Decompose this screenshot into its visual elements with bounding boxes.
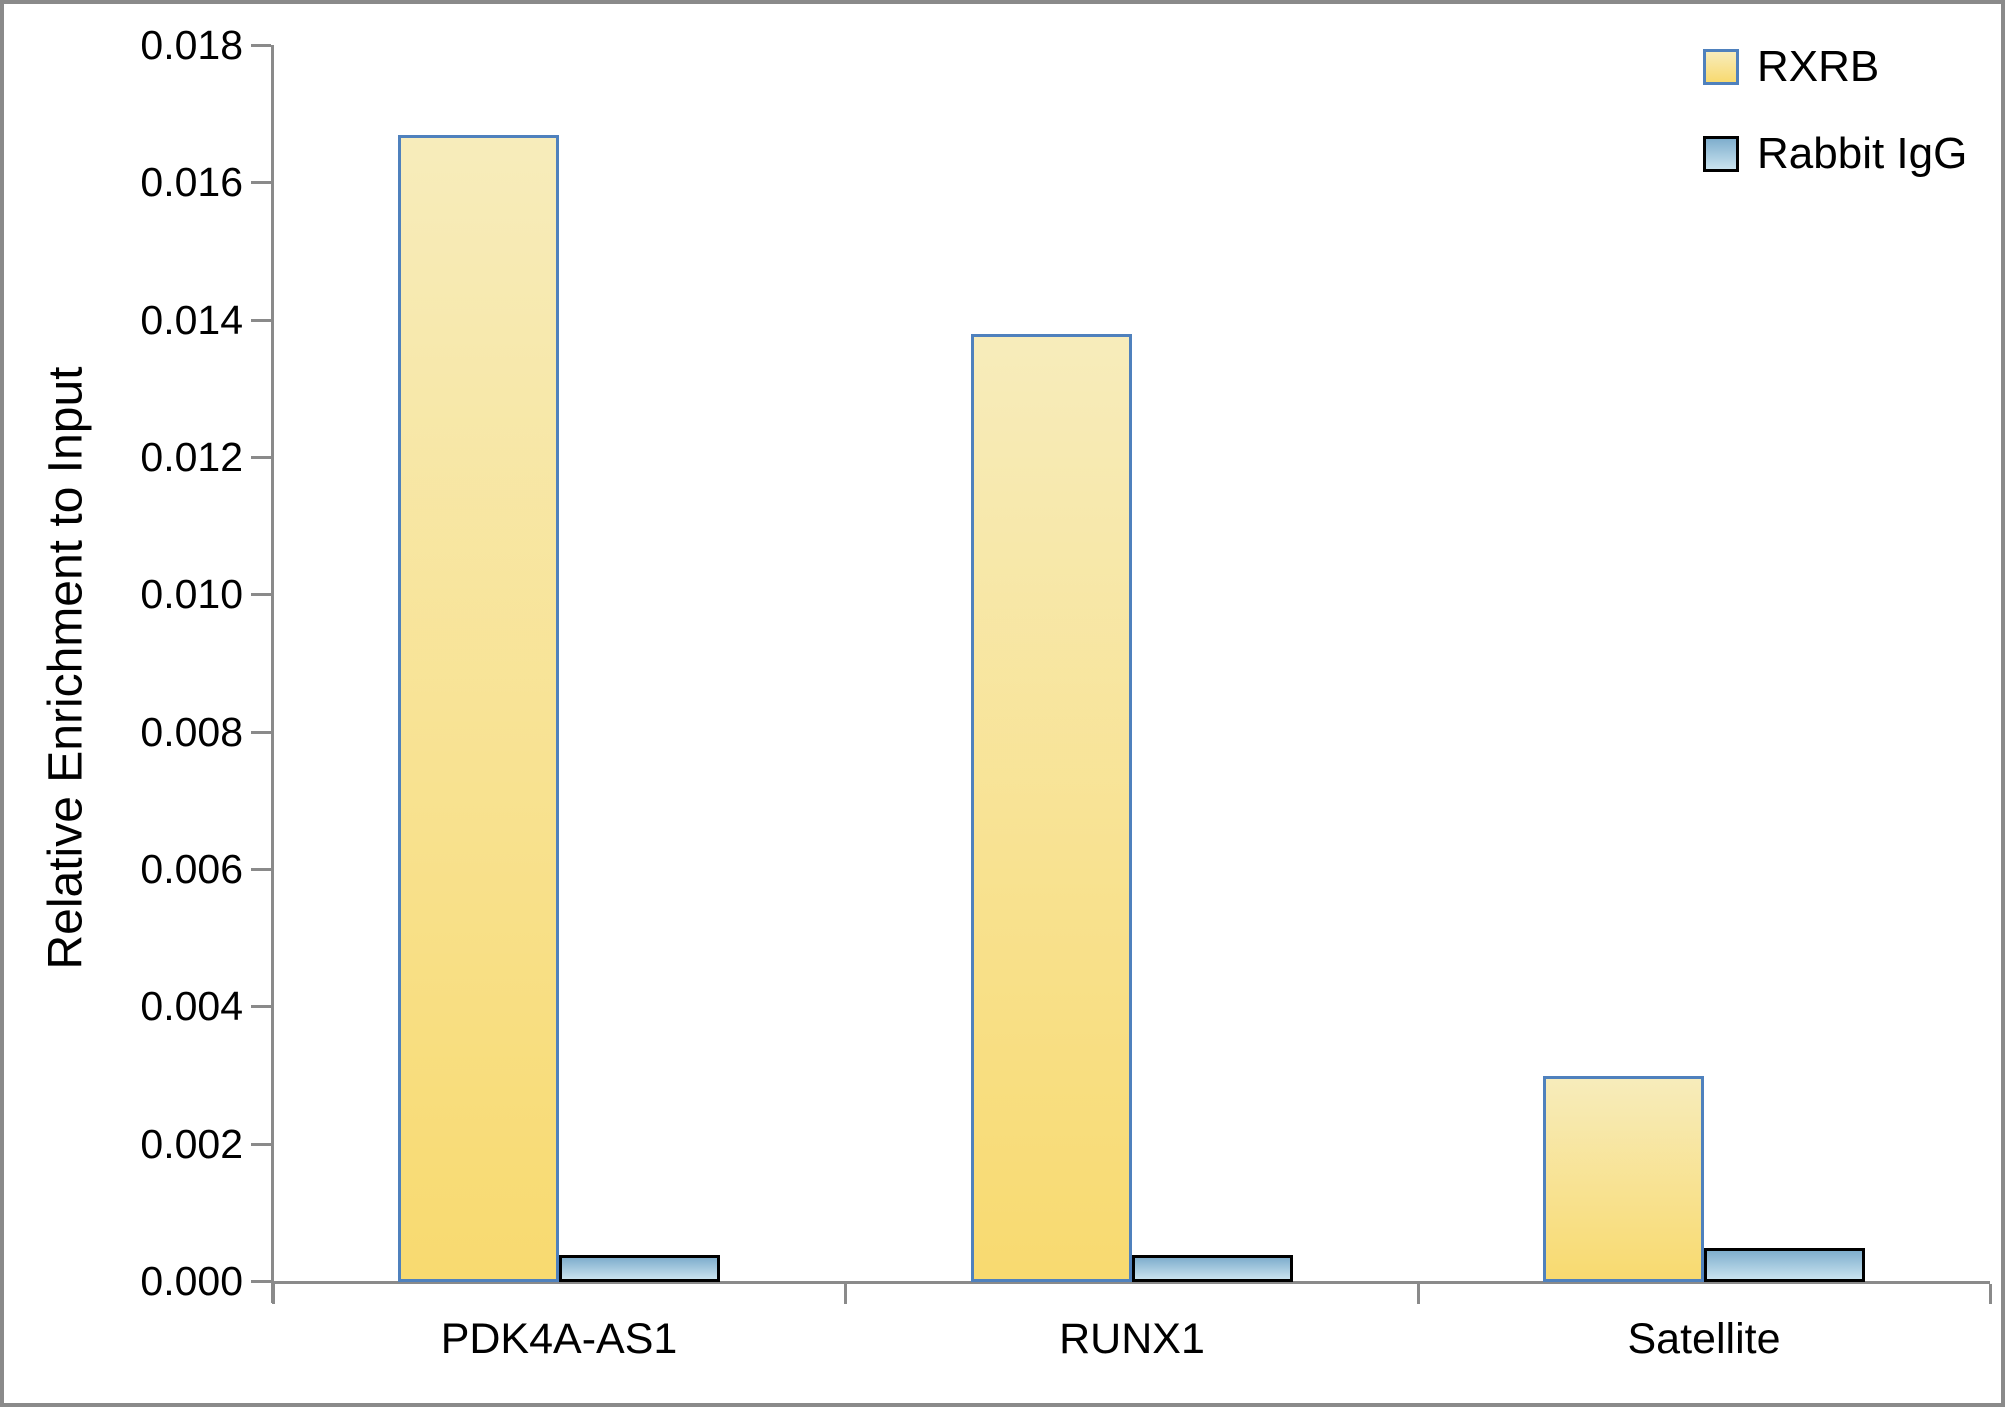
x-tick-mark	[1417, 1284, 1420, 1304]
x-tick-mark	[272, 1284, 275, 1304]
y-tick-mark	[251, 44, 271, 47]
bar-group-pdk4a-as1	[398, 135, 720, 1282]
y-tick-mark	[251, 1142, 271, 1146]
y-tick-label: 0.000	[140, 1258, 243, 1304]
legend: RXRB Rabbit IgG	[1703, 45, 1967, 176]
y-tick-mark	[251, 868, 271, 871]
y-tick-label: 0.002	[140, 1120, 243, 1167]
legend-swatch-rxrb	[1703, 49, 1739, 85]
bar-rabbit-igg-pdk4a-as1	[559, 1255, 720, 1282]
y-tick-mark	[251, 318, 271, 322]
y-tick-label: 0.016	[140, 159, 243, 206]
y-tick-mark	[251, 181, 271, 185]
legend-item-rxrb: RXRB	[1703, 45, 1967, 89]
x-tick-mark	[1989, 1284, 1992, 1304]
y-axis-line	[271, 45, 274, 1303]
bar-rabbit-igg-satellite	[1704, 1248, 1865, 1282]
x-category-label-satellite: Satellite	[1627, 1315, 1781, 1363]
y-tick-label: 0.006	[140, 846, 243, 892]
y-tick-mark	[251, 456, 271, 459]
y-tick-label: 0.004	[140, 983, 243, 1030]
bar-group-runx1	[971, 334, 1293, 1282]
bar-group-satellite	[1543, 1076, 1865, 1282]
x-category-label-runx1: RUNX1	[1059, 1315, 1205, 1363]
y-tick-label: 0.008	[140, 708, 243, 755]
x-tick-mark	[844, 1284, 847, 1304]
legend-swatch-rabbit-igg	[1703, 136, 1739, 172]
bar-rxrb-runx1	[971, 334, 1132, 1282]
bar-rabbit-igg-runx1	[1132, 1255, 1293, 1282]
y-tick-mark	[251, 1280, 271, 1283]
legend-label-rxrb: RXRB	[1757, 42, 1880, 91]
y-tick-mark	[251, 730, 271, 734]
bar-rxrb-pdk4a-as1	[398, 135, 559, 1282]
y-tick-mark	[251, 1005, 271, 1009]
y-tick-label: 0.012	[140, 434, 243, 480]
y-tick-label: 0.010	[140, 571, 243, 618]
x-axis-line	[273, 1281, 1990, 1284]
plot-area: 0.000 0.002 0.004 0.006 0.008 0.010 0.012 0.014…	[140, 22, 1992, 1363]
x-category-label-pdk4a-as1: PDK4A-AS1	[440, 1315, 678, 1363]
y-tick-mark	[251, 593, 271, 597]
y-tick-label: 0.014	[140, 296, 243, 343]
bar-rxrb-satellite	[1543, 1076, 1704, 1282]
y-tick-label: 0.018	[140, 22, 243, 68]
legend-item-rabbit-igg: Rabbit IgG	[1703, 132, 1967, 176]
legend-label-rabbit-igg: Rabbit IgG	[1757, 129, 1968, 178]
